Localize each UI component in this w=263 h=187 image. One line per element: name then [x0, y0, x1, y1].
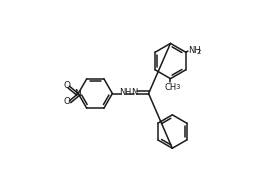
Text: N: N	[120, 88, 126, 97]
Text: CH: CH	[164, 83, 176, 92]
Text: N: N	[131, 88, 138, 97]
Text: NH: NH	[189, 46, 201, 55]
Text: O: O	[64, 97, 70, 106]
Text: 3: 3	[175, 84, 180, 90]
Text: H: H	[124, 88, 130, 97]
Text: N: N	[74, 89, 80, 98]
Text: 2: 2	[196, 49, 201, 55]
Text: O: O	[64, 81, 70, 90]
